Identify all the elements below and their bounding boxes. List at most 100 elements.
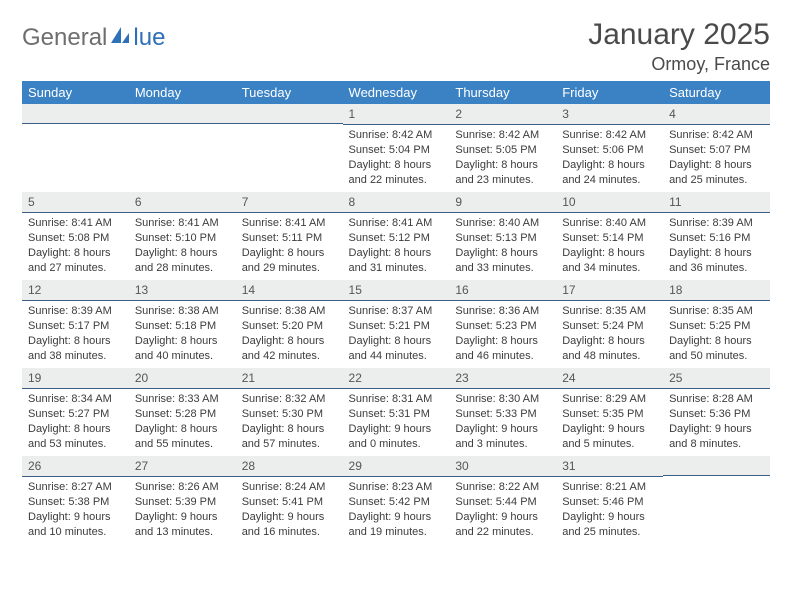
sunrise-line: Sunrise: 8:39 AM [28,304,123,319]
daylight-line: Daylight: 8 hours and 46 minutes. [455,334,550,364]
daylight-line: Daylight: 8 hours and 55 minutes. [135,422,230,452]
calendar-week-row: 1Sunrise: 8:42 AMSunset: 5:04 PMDaylight… [22,104,770,192]
calendar-day-cell: 6Sunrise: 8:41 AMSunset: 5:10 PMDaylight… [129,192,236,280]
sunrise-line: Sunrise: 8:35 AM [669,304,764,319]
calendar-day-cell: 24Sunrise: 8:29 AMSunset: 5:35 PMDayligh… [556,368,663,456]
calendar-day-cell: 29Sunrise: 8:23 AMSunset: 5:42 PMDayligh… [343,456,450,544]
sail-icon [109,25,131,52]
day-number: 6 [129,192,236,213]
calendar-day-cell: 22Sunrise: 8:31 AMSunset: 5:31 PMDayligh… [343,368,450,456]
sunset-line: Sunset: 5:28 PM [135,407,230,422]
day-number: 31 [556,456,663,477]
sunrise-line: Sunrise: 8:41 AM [28,216,123,231]
daylight-line: Daylight: 8 hours and 36 minutes. [669,246,764,276]
day-details: Sunrise: 8:24 AMSunset: 5:41 PMDaylight:… [236,477,343,543]
sunset-line: Sunset: 5:36 PM [669,407,764,422]
sunset-line: Sunset: 5:24 PM [562,319,657,334]
day-number: 26 [22,456,129,477]
day-details: Sunrise: 8:31 AMSunset: 5:31 PMDaylight:… [343,389,450,455]
sunset-line: Sunset: 5:41 PM [242,495,337,510]
calendar-day-cell: 9Sunrise: 8:40 AMSunset: 5:13 PMDaylight… [449,192,556,280]
sunset-line: Sunset: 5:42 PM [349,495,444,510]
calendar-day-cell: 5Sunrise: 8:41 AMSunset: 5:08 PMDaylight… [22,192,129,280]
day-details: Sunrise: 8:39 AMSunset: 5:16 PMDaylight:… [663,213,770,279]
day-details: Sunrise: 8:42 AMSunset: 5:04 PMDaylight:… [343,125,450,191]
sunset-line: Sunset: 5:27 PM [28,407,123,422]
daylight-line: Daylight: 9 hours and 0 minutes. [349,422,444,452]
daylight-line: Daylight: 8 hours and 38 minutes. [28,334,123,364]
sunset-line: Sunset: 5:04 PM [349,143,444,158]
sunrise-line: Sunrise: 8:35 AM [562,304,657,319]
sunset-line: Sunset: 5:35 PM [562,407,657,422]
calendar-day-cell: 28Sunrise: 8:24 AMSunset: 5:41 PMDayligh… [236,456,343,544]
day-number: 27 [129,456,236,477]
day-details: Sunrise: 8:22 AMSunset: 5:44 PMDaylight:… [449,477,556,543]
location: Ormoy, France [588,54,770,75]
calendar-day-cell: 1Sunrise: 8:42 AMSunset: 5:04 PMDaylight… [343,104,450,192]
sunrise-line: Sunrise: 8:42 AM [349,128,444,143]
sunset-line: Sunset: 5:30 PM [242,407,337,422]
sunrise-line: Sunrise: 8:23 AM [349,480,444,495]
day-number: 13 [129,280,236,301]
daylight-line: Daylight: 8 hours and 31 minutes. [349,246,444,276]
day-details: Sunrise: 8:33 AMSunset: 5:28 PMDaylight:… [129,389,236,455]
day-number: 12 [22,280,129,301]
daylight-line: Daylight: 8 hours and 22 minutes. [349,158,444,188]
weekday-header: Sunday [22,81,129,104]
day-details: Sunrise: 8:32 AMSunset: 5:30 PMDaylight:… [236,389,343,455]
day-details: Sunrise: 8:36 AMSunset: 5:23 PMDaylight:… [449,301,556,367]
empty-day-bar [129,104,236,124]
day-details: Sunrise: 8:42 AMSunset: 5:06 PMDaylight:… [556,125,663,191]
sunset-line: Sunset: 5:33 PM [455,407,550,422]
sunset-line: Sunset: 5:16 PM [669,231,764,246]
sunset-line: Sunset: 5:31 PM [349,407,444,422]
sunset-line: Sunset: 5:11 PM [242,231,337,246]
day-number: 4 [663,104,770,125]
sunrise-line: Sunrise: 8:42 AM [455,128,550,143]
daylight-line: Daylight: 8 hours and 53 minutes. [28,422,123,452]
calendar-week-row: 12Sunrise: 8:39 AMSunset: 5:17 PMDayligh… [22,280,770,368]
sunset-line: Sunset: 5:38 PM [28,495,123,510]
day-number: 24 [556,368,663,389]
daylight-line: Daylight: 9 hours and 16 minutes. [242,510,337,540]
calendar-body: 1Sunrise: 8:42 AMSunset: 5:04 PMDaylight… [22,104,770,544]
calendar-day-cell [22,104,129,192]
daylight-line: Daylight: 9 hours and 10 minutes. [28,510,123,540]
calendar-day-cell: 23Sunrise: 8:30 AMSunset: 5:33 PMDayligh… [449,368,556,456]
sunrise-line: Sunrise: 8:26 AM [135,480,230,495]
calendar-day-cell: 19Sunrise: 8:34 AMSunset: 5:27 PMDayligh… [22,368,129,456]
day-number: 3 [556,104,663,125]
daylight-line: Daylight: 8 hours and 44 minutes. [349,334,444,364]
weekday-header: Saturday [663,81,770,104]
day-details: Sunrise: 8:35 AMSunset: 5:24 PMDaylight:… [556,301,663,367]
daylight-line: Daylight: 8 hours and 33 minutes. [455,246,550,276]
day-number: 8 [343,192,450,213]
day-number: 19 [22,368,129,389]
calendar-day-cell: 18Sunrise: 8:35 AMSunset: 5:25 PMDayligh… [663,280,770,368]
calendar-week-row: 19Sunrise: 8:34 AMSunset: 5:27 PMDayligh… [22,368,770,456]
logo: General lue [22,24,165,52]
calendar-day-cell: 14Sunrise: 8:38 AMSunset: 5:20 PMDayligh… [236,280,343,368]
day-number: 7 [236,192,343,213]
day-number: 28 [236,456,343,477]
empty-day-bar [22,104,129,124]
sunrise-line: Sunrise: 8:41 AM [135,216,230,231]
day-details: Sunrise: 8:39 AMSunset: 5:17 PMDaylight:… [22,301,129,367]
sunrise-line: Sunrise: 8:27 AM [28,480,123,495]
daylight-line: Daylight: 9 hours and 8 minutes. [669,422,764,452]
calendar-day-cell: 4Sunrise: 8:42 AMSunset: 5:07 PMDaylight… [663,104,770,192]
daylight-line: Daylight: 8 hours and 27 minutes. [28,246,123,276]
calendar-day-cell: 30Sunrise: 8:22 AMSunset: 5:44 PMDayligh… [449,456,556,544]
daylight-line: Daylight: 8 hours and 28 minutes. [135,246,230,276]
calendar-day-cell: 25Sunrise: 8:28 AMSunset: 5:36 PMDayligh… [663,368,770,456]
sunrise-line: Sunrise: 8:42 AM [669,128,764,143]
calendar-day-cell [663,456,770,544]
daylight-line: Daylight: 8 hours and 50 minutes. [669,334,764,364]
sunset-line: Sunset: 5:39 PM [135,495,230,510]
sunrise-line: Sunrise: 8:40 AM [455,216,550,231]
sunset-line: Sunset: 5:23 PM [455,319,550,334]
sunrise-line: Sunrise: 8:38 AM [242,304,337,319]
day-number: 20 [129,368,236,389]
daylight-line: Daylight: 9 hours and 19 minutes. [349,510,444,540]
calendar-day-cell: 11Sunrise: 8:39 AMSunset: 5:16 PMDayligh… [663,192,770,280]
